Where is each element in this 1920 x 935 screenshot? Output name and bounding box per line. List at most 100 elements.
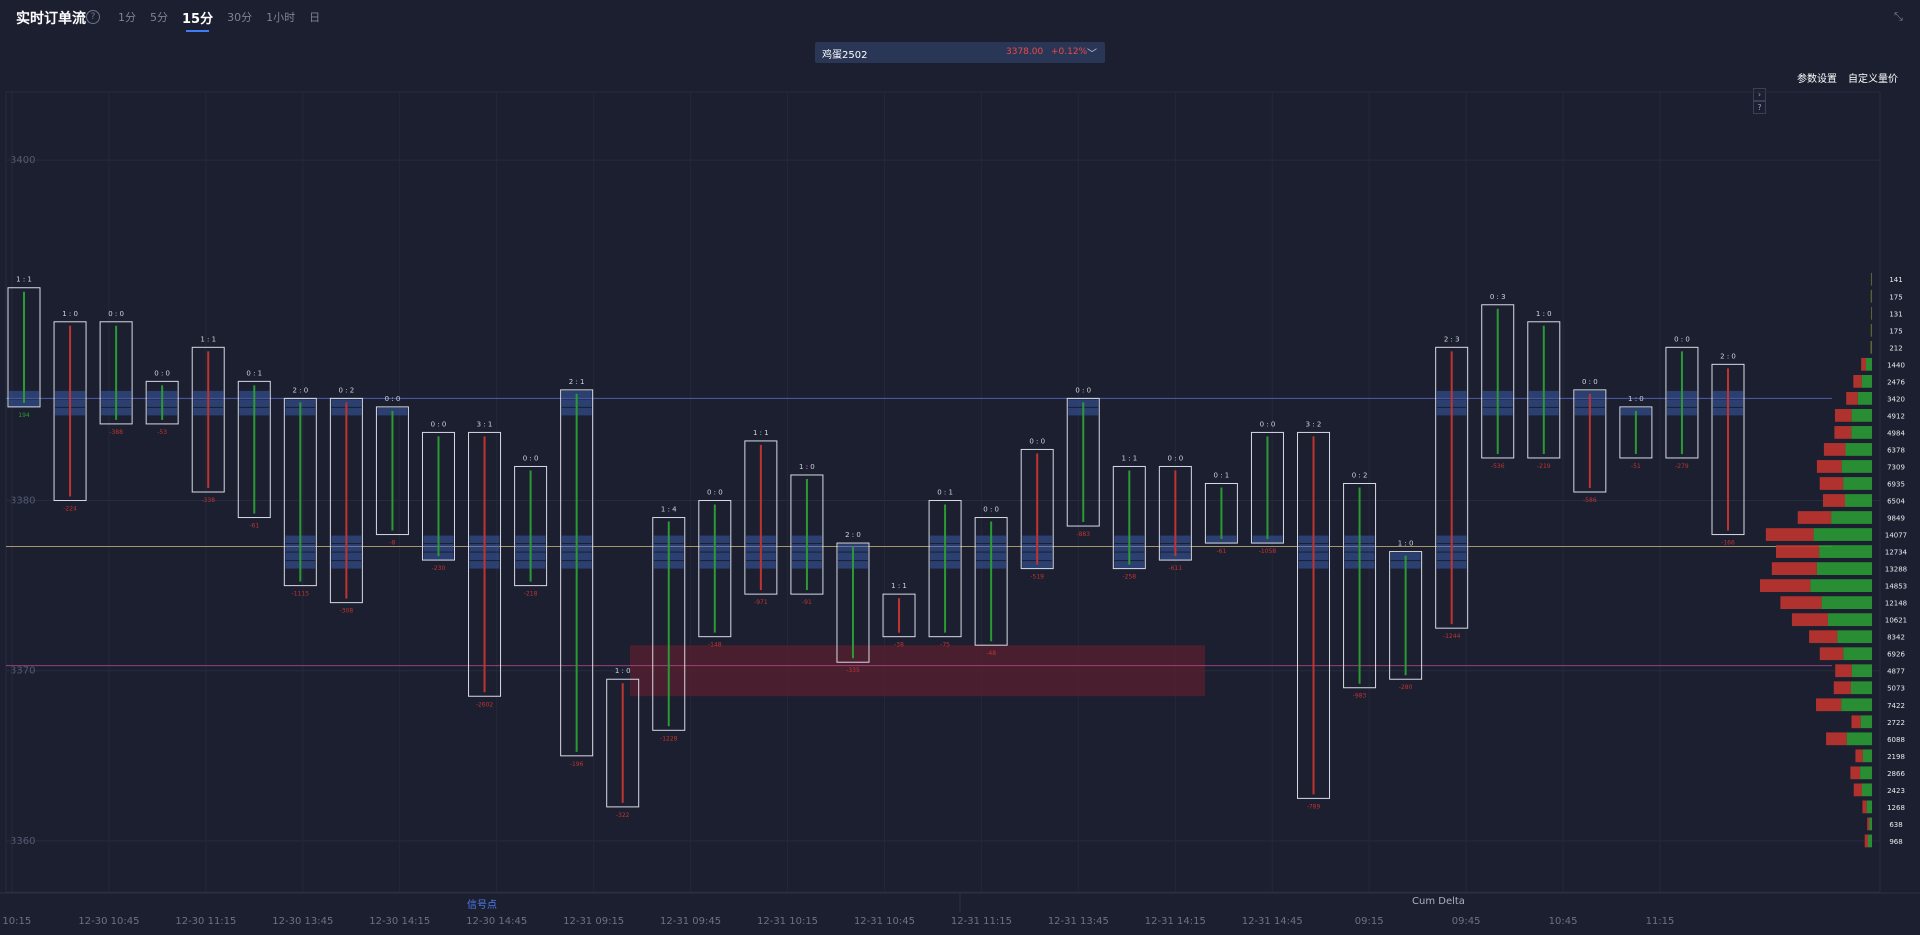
- settings-button[interactable]: 参数设置: [1797, 74, 1837, 85]
- delta-label: 194: [18, 412, 30, 419]
- volume-profile-label: 212: [1889, 344, 1902, 352]
- volume-profile-sell: [1771, 562, 1817, 575]
- volume-profile-sell: [1834, 409, 1852, 422]
- volume-profile-buy: [1861, 374, 1872, 388]
- volume-profile-label: 12734: [1885, 549, 1908, 557]
- volume-profile-label: 175: [1889, 293, 1902, 301]
- volume-profile-buy: [1810, 579, 1872, 592]
- volume-profile-sell: [1819, 477, 1844, 490]
- footprint-bar: [560, 389, 594, 757]
- imbalance-label: 0 : 0: [707, 489, 723, 497]
- tab-15min[interactable]: 15分: [182, 8, 213, 32]
- footprint-bar: [53, 321, 87, 502]
- y-tick-label: 3360: [10, 836, 35, 847]
- help-circle-icon[interactable]: ?: [86, 10, 100, 24]
- imbalance-label: 0 : 3: [1490, 293, 1506, 301]
- volume-profile-label: 3420: [1887, 395, 1905, 403]
- volume-profile-buy: [1851, 426, 1872, 439]
- imbalance-label: 1 : 1: [891, 582, 907, 590]
- imbalance-label: 1 : 4: [661, 506, 677, 514]
- delta-label: -335: [846, 667, 860, 674]
- volume-profile-buy: [1871, 306, 1872, 320]
- delta-label: -196: [570, 761, 584, 768]
- x-tick-label: 0 10:15: [0, 916, 31, 927]
- x-tick-label: 12-31 13:45: [1048, 916, 1109, 927]
- footprint-bar: [237, 380, 271, 519]
- volume-profile-label: 2476: [1887, 378, 1905, 386]
- volume-profile-sell: [1765, 528, 1814, 541]
- volume-profile-label: 6935: [1887, 480, 1905, 488]
- footprint-cell-highlight: [1114, 561, 1145, 569]
- x-tick-label: 09:45: [1452, 916, 1481, 927]
- volume-profile-buy: [1845, 494, 1872, 507]
- volume-profile-label: 5073: [1887, 685, 1905, 693]
- volume-profile-buy: [1871, 323, 1872, 337]
- volume-profile-sell: [1822, 494, 1846, 507]
- imbalance-label: 0 : 1: [246, 369, 262, 377]
- volume-profile-label: 8342: [1887, 634, 1905, 642]
- footprint-bar: [1297, 431, 1331, 799]
- imbalance-label: 0 : 0: [385, 395, 401, 403]
- volume-profile-sell: [1870, 289, 1872, 303]
- help-icon[interactable]: ?: [1753, 101, 1766, 114]
- footprint-bar: [1665, 346, 1699, 459]
- footprint-bar: [1435, 346, 1469, 629]
- footprint-bar: [191, 346, 225, 493]
- footprint-bar: [882, 593, 916, 638]
- symbol-selector[interactable]: 鸡蛋2502 3378.00 +0.12% ﹀: [815, 42, 1105, 63]
- delta-label: -166: [1721, 540, 1735, 547]
- footprint-cell-highlight: [1160, 552, 1191, 561]
- delta-label: -1115: [292, 591, 310, 598]
- delta-label: -75: [940, 642, 950, 649]
- footprint-bar: [1711, 363, 1745, 536]
- imbalance-label: 1 : 1: [200, 335, 216, 343]
- imbalance-label: 1 : 0: [1536, 310, 1552, 318]
- footprint-bar: [1020, 448, 1054, 570]
- volume-profile-buy: [1841, 460, 1872, 473]
- footprint-bar: [928, 500, 962, 638]
- tab-30min[interactable]: 30分: [227, 11, 253, 24]
- volume-profile-buy: [1843, 647, 1872, 661]
- tab-day[interactable]: 日: [309, 11, 321, 24]
- signal-zone: [630, 645, 1205, 697]
- y-tick-label: 3380: [10, 496, 35, 507]
- header-bar: 实时订单流 ? 1分 5分 15分 30分 1小时 日 ⤡: [0, 0, 1920, 36]
- custom-volume-price-button[interactable]: 自定义量价: [1848, 74, 1898, 85]
- imbalance-label: 0 : 0: [1674, 335, 1690, 343]
- delta-label: -48: [986, 650, 996, 657]
- volume-profile-sell: [1864, 834, 1868, 848]
- imbalance-label: 0 : 0: [1029, 437, 1045, 445]
- delta-label: -8: [389, 540, 395, 547]
- plot-frame: [5, 91, 1881, 893]
- imbalance-label: 1 : 0: [62, 310, 78, 318]
- volume-profile-label: 4877: [1887, 668, 1905, 676]
- footprint-bar: [421, 431, 455, 561]
- volume-profile-buy: [1860, 715, 1872, 729]
- tab-5min[interactable]: 5分: [150, 11, 168, 24]
- volume-profile-label: 14853: [1885, 583, 1907, 591]
- volume-profile-label: 1440: [1887, 361, 1905, 369]
- x-tick-label: 12-30 10:45: [78, 916, 139, 927]
- delta-label: -218: [524, 591, 538, 598]
- volume-profile-label: 141: [1889, 276, 1902, 284]
- volume-profile-sell: [1834, 426, 1852, 439]
- tab-1hour[interactable]: 1小时: [266, 11, 296, 24]
- chevron-right-icon[interactable]: ›: [1753, 88, 1766, 101]
- chevron-down-icon[interactable]: ﹀: [1087, 49, 1097, 60]
- cum-delta-tab[interactable]: Cum Delta: [1412, 896, 1465, 907]
- tab-1min[interactable]: 1分: [118, 11, 136, 24]
- volume-profile-buy: [1819, 545, 1872, 558]
- imbalance-label: 1 : 0: [799, 463, 815, 471]
- volume-profile-buy: [1827, 613, 1872, 627]
- footprint-bar: [1204, 482, 1238, 544]
- imbalance-label: 1 : 0: [1628, 395, 1644, 403]
- collapse-icon[interactable]: ⤡: [1894, 10, 1903, 23]
- footprint-cell-highlight: [1252, 535, 1283, 544]
- x-tick-label: 10:45: [1549, 916, 1578, 927]
- imbalance-label: 0 : 0: [154, 369, 170, 377]
- volume-profile-label: 7422: [1887, 702, 1905, 710]
- signal-points-tab[interactable]: 信号点: [467, 900, 497, 911]
- volume-profile-label: 175: [1889, 327, 1902, 335]
- delta-label: -279: [1675, 463, 1689, 470]
